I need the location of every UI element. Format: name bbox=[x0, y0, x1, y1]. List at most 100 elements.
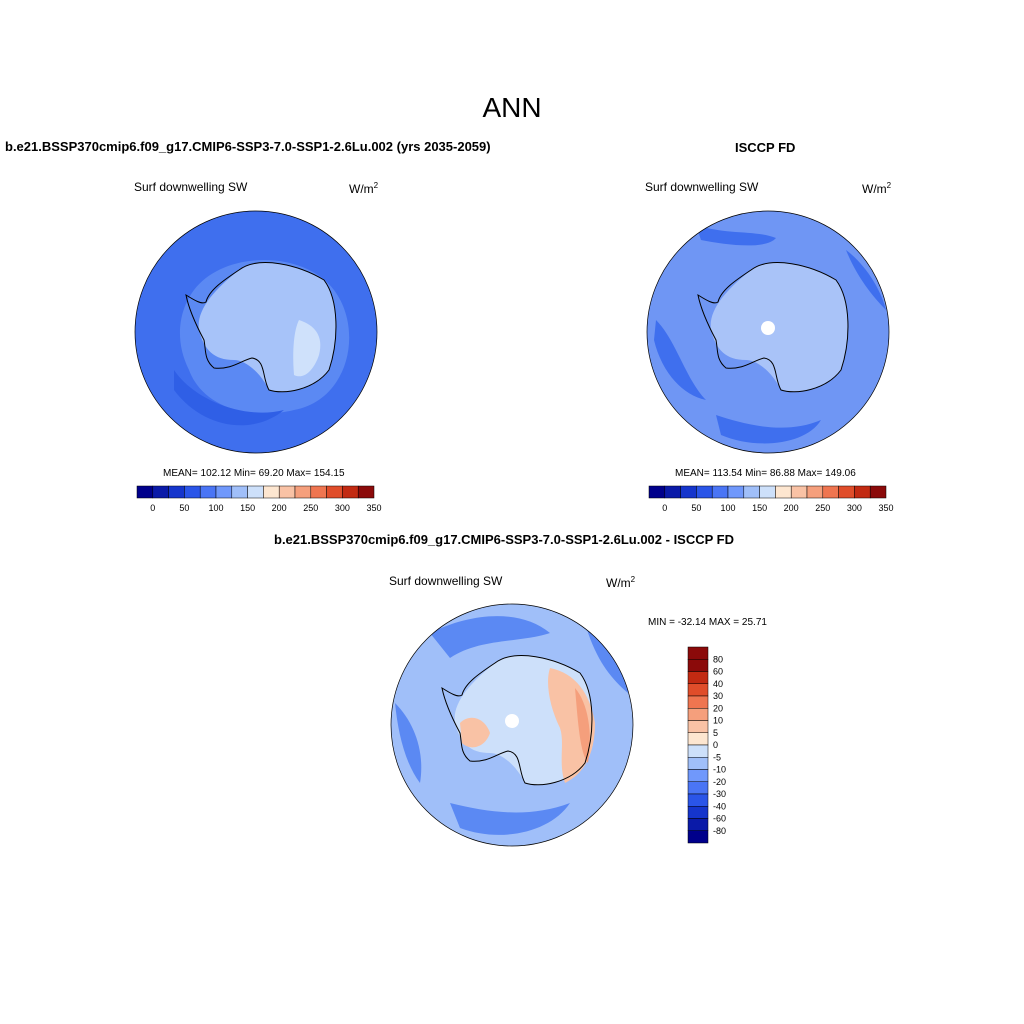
model-colorbar-tick-label: 0 bbox=[150, 503, 155, 513]
diff-neg-west bbox=[395, 703, 422, 783]
obs-polar-map bbox=[646, 210, 890, 454]
diff-colorbar-tick-label: -10 bbox=[713, 765, 726, 775]
model-colorbar-swatch bbox=[263, 485, 280, 499]
model-stats-text: MEAN= 102.12 Min= 69.20 Max= 154.15 bbox=[163, 468, 345, 479]
obs-dark-patch-west bbox=[654, 320, 706, 400]
obs-colorbar-swatch bbox=[838, 485, 855, 499]
model-coastline bbox=[185, 262, 337, 393]
diff-colorbar-tick-label: 30 bbox=[713, 691, 723, 701]
model-colorbar-tick-label: 50 bbox=[179, 503, 189, 513]
model-colorbar-swatch bbox=[357, 485, 375, 499]
diff-units-label: W/m2 bbox=[606, 575, 636, 590]
diff-pos-strong bbox=[575, 688, 590, 763]
obs-colorbar-swatch bbox=[711, 485, 729, 499]
obs-colorbar-swatch bbox=[775, 485, 792, 499]
obs-colorbar-swatch bbox=[696, 485, 713, 499]
model-colorbar-tick-label: 100 bbox=[208, 503, 223, 513]
diff-colorbar-swatch bbox=[687, 781, 709, 795]
model-colorbar-tick-label: 150 bbox=[240, 503, 255, 513]
obs-stats-text: MEAN= 113.54 Min= 86.88 Max= 149.06 bbox=[675, 468, 856, 479]
diff-panel-title: b.e21.BSSP370cmip6.f09_g17.CMIP6-SSP3-7.… bbox=[274, 532, 735, 547]
diff-colorbar-tick-label: 20 bbox=[713, 703, 723, 713]
diff-colorbar-tick-label: -80 bbox=[713, 826, 726, 836]
obs-colorbar-tick-label: 100 bbox=[720, 503, 735, 513]
model-colorbar-tick-label: 200 bbox=[272, 503, 287, 513]
obs-colorbar-swatch bbox=[743, 485, 760, 499]
obs-colorbar-tick-label: 350 bbox=[878, 503, 893, 513]
figure-title: ANN bbox=[482, 92, 542, 123]
diff-neg-east bbox=[585, 623, 629, 693]
diff-polar-map bbox=[390, 603, 634, 847]
diff-colorbar-tick-label: -5 bbox=[713, 752, 721, 762]
diff-colorbar-swatch bbox=[687, 806, 709, 819]
diff-colorbar-swatch bbox=[687, 732, 709, 746]
obs-ice-sheet bbox=[710, 262, 848, 392]
model-colorbar-swatch bbox=[231, 485, 248, 499]
diff-coastline bbox=[441, 655, 593, 786]
diff-colorbar-swatch bbox=[687, 769, 709, 782]
diff-colorbar-tick-label: -20 bbox=[713, 777, 726, 787]
diff-colorbar-swatch bbox=[687, 695, 709, 709]
model-colorbar-swatch bbox=[326, 485, 343, 499]
obs-colorbar-swatch bbox=[680, 485, 697, 499]
model-colorbar-swatch bbox=[247, 485, 264, 499]
diff-colorbar-tick-label: 80 bbox=[713, 654, 723, 664]
model-colorbar: 0 50 100 150 200 250 300 350 bbox=[136, 485, 382, 513]
diff-colorbar-tick-label: -30 bbox=[713, 789, 726, 799]
obs-colorbar-swatch bbox=[806, 485, 824, 499]
diff-colorbar-swatch bbox=[687, 708, 709, 721]
obs-pole-hole bbox=[761, 321, 775, 335]
model-colorbar-swatch bbox=[294, 485, 312, 499]
diff-colorbar-swatch bbox=[687, 646, 709, 660]
model-colorbar-swatch bbox=[310, 485, 327, 499]
diff-colorbar-swatch bbox=[687, 683, 709, 697]
model-colorbar-swatch bbox=[168, 485, 185, 499]
diff-colorbar-swatch bbox=[687, 830, 709, 844]
diff-colorbar: 80 60 40 30 20 10 5 0 -5 -10 -20 -30 -40 -60 -80 bbox=[687, 646, 726, 844]
obs-colorbar-swatch bbox=[759, 485, 776, 499]
model-colorbar-swatch bbox=[199, 485, 217, 499]
model-ice-light bbox=[293, 320, 321, 377]
obs-colorbar-swatch bbox=[822, 485, 839, 499]
diff-pole-hole bbox=[505, 714, 519, 728]
model-colorbar-swatch bbox=[152, 485, 169, 499]
obs-colorbar-tick-label: 250 bbox=[815, 503, 830, 513]
obs-colorbar-swatch bbox=[648, 485, 666, 499]
diff-colorbar-swatch bbox=[687, 757, 709, 770]
model-colorbar-swatch bbox=[278, 485, 296, 499]
obs-units-label: W/m2 bbox=[862, 181, 892, 196]
diff-colorbar-swatch bbox=[687, 671, 709, 684]
diff-colorbar-swatch bbox=[687, 793, 709, 807]
model-variable-label: Surf downwelling SW bbox=[134, 180, 248, 194]
obs-colorbar-tick-label: 200 bbox=[784, 503, 799, 513]
diff-colorbar-tick-label: 60 bbox=[713, 667, 723, 677]
model-colorbar-swatch bbox=[184, 485, 201, 499]
diff-colorbar-tick-label: 5 bbox=[713, 728, 718, 738]
obs-colorbar-tick-label: 150 bbox=[752, 503, 767, 513]
diff-pos-east bbox=[548, 668, 595, 783]
model-panel-title: b.e21.BSSP370cmip6.f09_g17.CMIP6-SSP3-7.… bbox=[5, 139, 491, 154]
obs-coastline bbox=[697, 262, 849, 393]
diff-colorbar-tick-label: 10 bbox=[713, 716, 723, 726]
obs-colorbar-swatch bbox=[664, 485, 681, 499]
obs-panel-title: ISCCP FD bbox=[735, 140, 796, 155]
obs-colorbar-tick-label: 50 bbox=[691, 503, 701, 513]
diff-colorbar-tick-label: 40 bbox=[713, 679, 723, 689]
obs-dark-patch-south bbox=[716, 415, 821, 444]
diff-colorbar-swatch bbox=[687, 659, 709, 672]
obs-variable-label: Surf downwelling SW bbox=[645, 180, 759, 194]
model-colorbar-tick-label: 350 bbox=[366, 503, 381, 513]
model-colorbar-swatch bbox=[136, 485, 154, 499]
diff-colorbar-swatch bbox=[687, 744, 709, 758]
obs-colorbar-swatch bbox=[790, 485, 808, 499]
model-colorbar-tick-label: 250 bbox=[303, 503, 318, 513]
diff-neg-north bbox=[430, 616, 550, 658]
model-polar-map bbox=[134, 210, 378, 454]
obs-dark-patch-east bbox=[846, 250, 886, 310]
model-colorbar-tick-label: 300 bbox=[335, 503, 350, 513]
obs-colorbar-tick-label: 300 bbox=[847, 503, 862, 513]
diff-variable-label: Surf downwelling SW bbox=[389, 574, 503, 588]
diff-colorbar-swatch bbox=[687, 720, 709, 733]
diff-colorbar-tick-label: -40 bbox=[713, 801, 726, 811]
diff-colorbar-swatch bbox=[687, 818, 709, 831]
